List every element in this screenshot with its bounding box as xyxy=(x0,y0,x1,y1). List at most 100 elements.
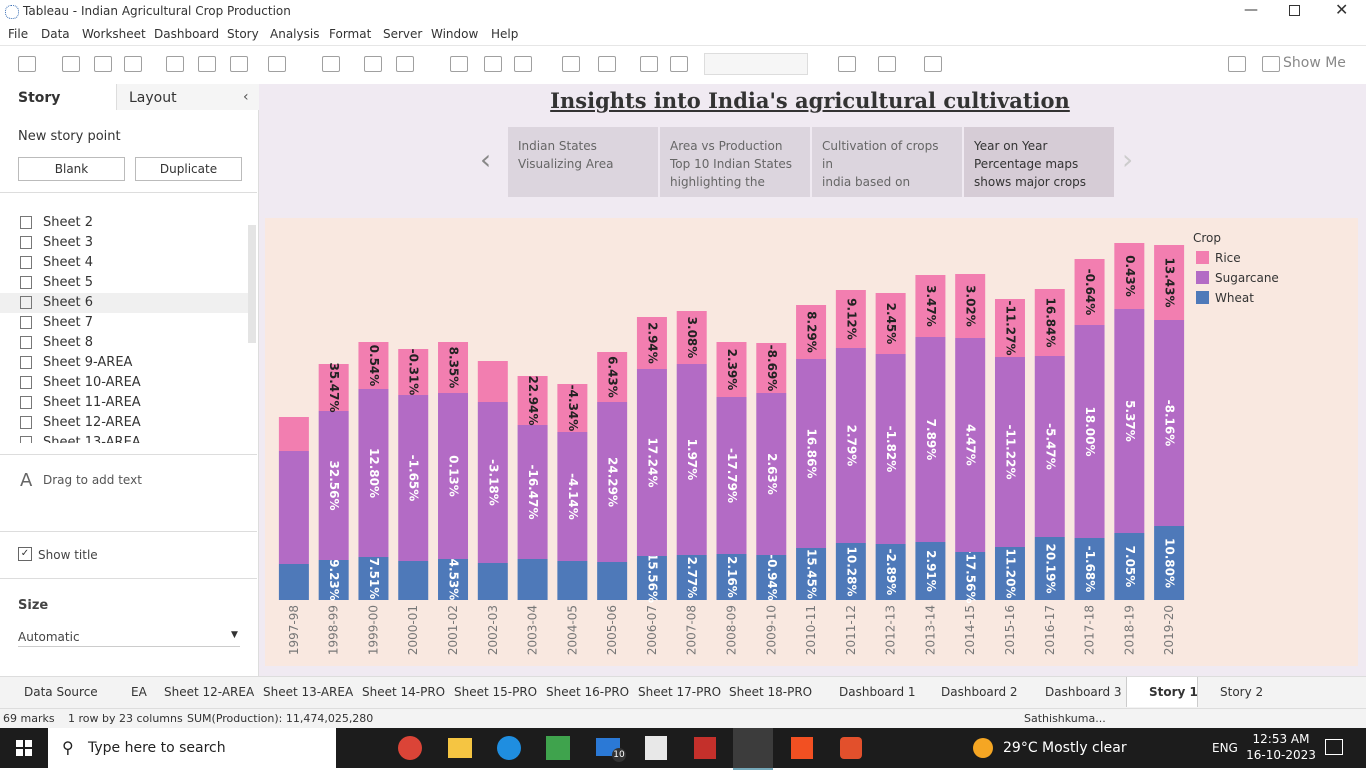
chrome-icon[interactable] xyxy=(398,736,422,760)
toolbar-icon[interactable] xyxy=(450,56,468,72)
menu-item[interactable]: Data xyxy=(41,27,70,41)
restore-button[interactable] xyxy=(1289,5,1300,16)
sheet-item[interactable]: Sheet 9-AREA xyxy=(43,355,133,370)
weather[interactable]: Mostly clear xyxy=(1042,740,1127,756)
menu-item[interactable]: Dashboard xyxy=(154,27,220,41)
story-point[interactable]: Year on Year Percentage maps shows major c… xyxy=(964,127,1114,197)
menu-item[interactable]: Format xyxy=(329,27,372,41)
edge-icon[interactable] xyxy=(497,736,521,760)
notifications[interactable] xyxy=(1325,739,1343,755)
app-icon[interactable] xyxy=(840,737,862,759)
toolbar-icon[interactable] xyxy=(396,56,414,72)
story-button[interactable]: Blank xyxy=(18,157,125,181)
sheet-tab[interactable]: Dashboard 1 xyxy=(839,685,916,699)
toolbar-icon[interactable] xyxy=(94,56,112,72)
sheet-item[interactable]: Sheet 13-AREA xyxy=(43,435,141,443)
size-dropdown[interactable]: Automatic xyxy=(18,630,240,647)
toolbar-icon[interactable] xyxy=(1228,56,1246,72)
toolbar-icon[interactable] xyxy=(322,56,340,72)
menu-item[interactable]: Story xyxy=(227,27,259,41)
story-point[interactable]: Indian States Visualizing Area xyxy=(508,127,658,197)
sheet-item[interactable]: Sheet 10-AREA xyxy=(43,375,141,390)
menu-item[interactable]: Analysis xyxy=(270,27,320,41)
sheet-item[interactable]: Sheet 3 xyxy=(43,235,93,250)
clock-time[interactable]: 12:53 AM xyxy=(1252,732,1310,746)
toolbar-dropdown[interactable] xyxy=(704,53,808,75)
sheet-item[interactable]: Sheet 8 xyxy=(43,335,93,350)
show-me-button[interactable]: Show Me xyxy=(1283,55,1346,71)
menu-item[interactable]: File xyxy=(8,27,29,41)
toolbar-icon[interactable] xyxy=(62,56,80,72)
toolbar-icon[interactable] xyxy=(268,56,286,72)
toolbar-icon[interactable] xyxy=(924,56,942,72)
toolbar-icon[interactable] xyxy=(198,56,216,72)
sheet-tab[interactable]: Sheet 14-PRO xyxy=(362,685,446,699)
sheet-tab[interactable]: Dashboard 2 xyxy=(941,685,1018,699)
story-point[interactable]: Area vs Production Top 10 Indian States hi… xyxy=(660,127,810,197)
drag-text[interactable]: Drag to add text xyxy=(43,473,142,487)
sheet-item[interactable]: Sheet 5 xyxy=(43,275,93,290)
sheet-tab[interactable]: Dashboard 3 xyxy=(1045,685,1122,699)
search-box[interactable] xyxy=(48,728,336,768)
app-icon[interactable] xyxy=(546,736,570,760)
menu-item[interactable]: Server xyxy=(383,27,423,41)
sheet-tab[interactable]: Data Source xyxy=(24,685,98,699)
close-button[interactable]: ✕ xyxy=(1335,0,1349,19)
x-tick-label: 1998-99 xyxy=(327,605,341,655)
pane-tab[interactable]: Layout xyxy=(129,90,177,106)
sheet-tab[interactable]: Sheet 12-AREA xyxy=(164,685,255,699)
toolbar-icon[interactable] xyxy=(670,56,688,72)
toolbar-icon[interactable] xyxy=(562,56,580,72)
sheet-tab[interactable]: Sheet 17-PRO xyxy=(638,685,722,699)
toolbar-icon[interactable] xyxy=(598,56,616,72)
sheet-tab[interactable]: Sheet 15-PRO xyxy=(454,685,538,699)
toolbar-icon[interactable] xyxy=(878,56,896,72)
sheet-tab[interactable]: Sheet 16-PRO xyxy=(546,685,630,699)
search-placeholder[interactable]: Type here to search xyxy=(88,740,226,756)
sheet-item[interactable]: Sheet 11-AREA xyxy=(43,395,141,410)
clock-date[interactable]: 16-10-2023 xyxy=(1246,748,1316,762)
toolbar-icon[interactable] xyxy=(514,56,532,72)
toolbar-icon[interactable] xyxy=(640,56,658,72)
pane-tab[interactable]: Story xyxy=(18,90,61,106)
store-icon[interactable] xyxy=(791,737,813,759)
prev-point[interactable]: ‹ xyxy=(480,143,492,176)
sheet-tab[interactable]: Story 2 xyxy=(1220,685,1264,699)
minimize-button[interactable]: — xyxy=(1244,2,1258,18)
start-button[interactable] xyxy=(16,740,32,756)
story-button[interactable]: Duplicate xyxy=(135,157,242,181)
toolbar-icon[interactable] xyxy=(484,56,502,72)
menu-item[interactable]: Help xyxy=(491,27,519,41)
next-point[interactable]: › xyxy=(1122,143,1134,176)
sheet-item[interactable]: Sheet 4 xyxy=(43,255,93,270)
sheet-tab[interactable]: Story 1 xyxy=(1149,685,1198,699)
sheet-item[interactable]: Sheet 2 xyxy=(43,215,93,230)
toolbar-icon[interactable] xyxy=(124,56,142,72)
bar-segment xyxy=(358,342,389,389)
doc-icon[interactable] xyxy=(645,736,667,760)
collapse-button[interactable]: ‹ xyxy=(243,89,249,105)
temperature[interactable]: 29°C xyxy=(1003,740,1038,756)
language[interactable]: ENG xyxy=(1212,741,1238,755)
toolbar-icon[interactable] xyxy=(18,56,36,72)
toolbar-icon[interactable] xyxy=(166,56,184,72)
sheet-tab[interactable]: EA xyxy=(131,685,147,699)
toolbar-icon[interactable] xyxy=(838,56,856,72)
sheet-item[interactable]: Sheet 12-AREA xyxy=(43,415,141,430)
recorder-icon[interactable] xyxy=(694,737,716,759)
toolbar-icon[interactable] xyxy=(230,56,248,72)
user-menu[interactable]: Sathishkuma... xyxy=(1024,712,1106,725)
sheet-tab[interactable]: Sheet 13-AREA xyxy=(263,685,354,699)
toolbar-icon[interactable] xyxy=(364,56,382,72)
show-title-checkbox[interactable]: ✓ xyxy=(18,547,32,561)
sheet-item[interactable]: Sheet 6 xyxy=(43,295,93,310)
menu-item[interactable]: Window xyxy=(431,27,479,41)
explorer-icon[interactable] xyxy=(448,738,472,758)
sheet-item[interactable]: Sheet 7 xyxy=(43,315,93,330)
tableau-taskbar-icon[interactable] xyxy=(733,728,773,770)
sheet-tab[interactable]: Sheet 18-PRO xyxy=(729,685,813,699)
show-title-label[interactable]: Show title xyxy=(38,548,98,562)
story-point[interactable]: Cultivation of crops in india based on se… xyxy=(812,127,962,197)
menu-item[interactable]: Worksheet xyxy=(82,27,146,41)
toolbar-icon[interactable] xyxy=(1262,56,1280,72)
